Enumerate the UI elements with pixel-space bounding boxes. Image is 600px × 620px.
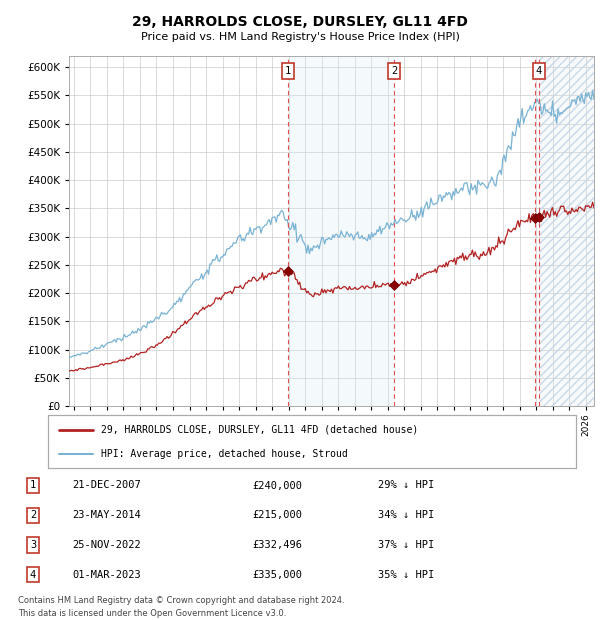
Text: 01-MAR-2023: 01-MAR-2023: [72, 570, 141, 580]
Text: HPI: Average price, detached house, Stroud: HPI: Average price, detached house, Stro…: [101, 449, 347, 459]
Text: 35% ↓ HPI: 35% ↓ HPI: [378, 570, 434, 580]
Text: £332,496: £332,496: [252, 540, 302, 550]
Bar: [539, 56, 596, 406]
Text: 34% ↓ HPI: 34% ↓ HPI: [378, 510, 434, 520]
Text: 1: 1: [30, 480, 36, 490]
Text: 2: 2: [30, 510, 36, 520]
Text: This data is licensed under the Open Government Licence v3.0.: This data is licensed under the Open Gov…: [18, 609, 286, 618]
Text: £215,000: £215,000: [252, 510, 302, 520]
Bar: [539, 56, 596, 406]
Text: Contains HM Land Registry data © Crown copyright and database right 2024.: Contains HM Land Registry data © Crown c…: [18, 596, 344, 606]
Text: 29, HARROLDS CLOSE, DURSLEY, GL11 4FD (detached house): 29, HARROLDS CLOSE, DURSLEY, GL11 4FD (d…: [101, 425, 418, 435]
Text: 21-DEC-2007: 21-DEC-2007: [72, 480, 141, 490]
Text: £335,000: £335,000: [252, 570, 302, 580]
Text: 3: 3: [30, 540, 36, 550]
Text: 37% ↓ HPI: 37% ↓ HPI: [378, 540, 434, 550]
Text: 25-NOV-2022: 25-NOV-2022: [72, 540, 141, 550]
Text: 4: 4: [536, 66, 542, 76]
Text: £240,000: £240,000: [252, 480, 302, 490]
Bar: [288, 56, 394, 406]
Text: 29, HARROLDS CLOSE, DURSLEY, GL11 4FD: 29, HARROLDS CLOSE, DURSLEY, GL11 4FD: [132, 16, 468, 30]
Text: Price paid vs. HM Land Registry's House Price Index (HPI): Price paid vs. HM Land Registry's House …: [140, 32, 460, 42]
Text: 29% ↓ HPI: 29% ↓ HPI: [378, 480, 434, 490]
Text: 1: 1: [285, 66, 291, 76]
Text: 2: 2: [391, 66, 397, 76]
Text: 4: 4: [30, 570, 36, 580]
Text: 23-MAY-2014: 23-MAY-2014: [72, 510, 141, 520]
